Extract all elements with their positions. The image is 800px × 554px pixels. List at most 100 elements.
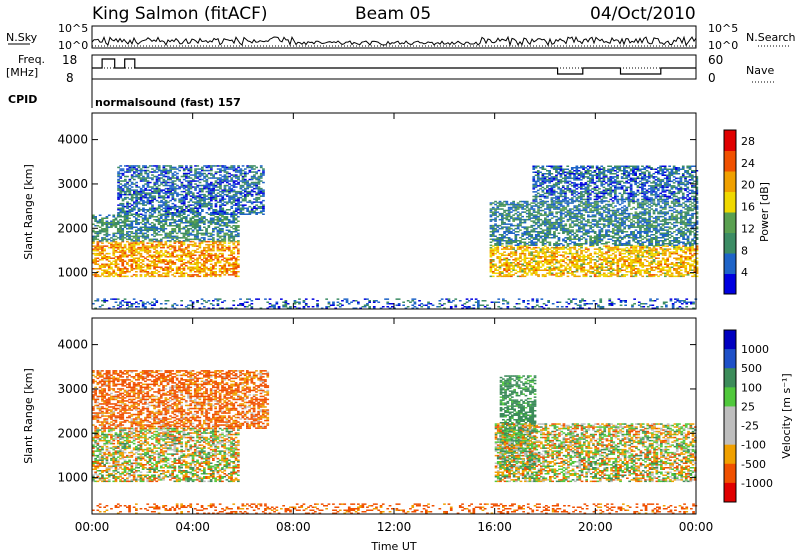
power-cell [262,195,265,197]
power-cell [205,274,208,276]
power-cell [534,243,538,245]
power-cell [643,271,647,273]
power-cell [116,245,120,247]
power-cell [496,208,500,210]
power-cell [605,251,608,253]
power-cell [212,272,215,274]
power-cell [124,165,127,167]
power-cell [191,254,195,256]
power-cell [198,269,202,271]
power-cell [187,214,190,216]
power-cell [248,201,252,203]
power-cell [512,251,515,253]
power-cell [184,219,188,221]
power-cell [151,196,154,199]
power-cell [94,249,97,252]
power-cell [201,166,204,169]
power-cell [534,268,538,270]
power-cell [525,227,529,230]
power-cell [668,275,672,278]
power-cell [661,268,665,270]
power-cell [528,241,531,243]
power-cell [259,174,263,176]
power-cell [203,187,206,190]
power-cell [237,249,240,252]
power-cell [223,217,227,219]
power-cell [223,225,227,227]
power-cell [137,196,141,199]
power-cell [539,237,543,239]
power-cell [684,271,688,273]
power-cell [184,222,188,224]
power-cell [155,175,159,178]
power-cell [196,192,200,194]
power-cell [221,199,225,202]
power-cell [516,206,520,209]
power-cell [96,257,100,259]
power-cell [187,262,190,264]
power-cell [223,234,227,236]
power-cell [636,271,640,273]
power-cell [632,249,635,252]
power-cell [564,266,568,268]
power-cell [193,222,197,224]
power-cell [157,187,161,190]
power-cell [582,262,586,264]
power-cell [155,232,159,235]
power-cell [132,232,136,235]
power-cell [203,266,206,268]
power-cell [528,234,531,236]
power-cell [139,235,143,238]
power-cell [230,271,233,273]
power-cell [159,220,163,222]
power-cell [659,262,663,264]
power-cell [218,252,222,255]
power-cell [144,235,147,238]
power-cell [184,262,188,264]
power-cell [534,234,538,236]
power-cell [128,235,131,238]
power-cell [187,274,190,276]
power-cell [498,268,502,270]
power-cell [175,226,179,228]
power-cell [641,246,645,249]
power-cell [530,251,534,253]
power-cell [212,177,215,179]
power-cell [559,214,563,216]
power-cell [666,271,669,273]
power-cell [209,266,213,268]
power-cell [139,231,143,233]
power-cell [666,265,669,267]
power-cell [221,235,224,238]
power-cell [593,248,597,250]
power-cell [573,238,577,240]
power-cell [227,235,231,238]
power-cell [148,251,152,253]
power-cell [139,171,143,173]
power-cell [253,210,256,212]
power-cell [114,272,118,274]
power-cell [498,260,502,262]
power-cell [196,214,199,216]
power-cell [571,229,574,231]
power-cell [178,272,181,274]
power-cell [566,231,570,233]
power-cell [130,225,134,227]
power-cell [230,222,233,224]
power-cell [494,220,497,222]
power-cell [223,274,227,276]
power-cell [232,217,236,219]
power-cell [689,249,692,252]
power-cell [212,237,215,239]
power-cell [546,229,549,231]
power-cell [564,223,568,225]
power-cell [525,265,529,267]
power-cell [200,268,204,270]
power-cell [609,274,613,276]
power-cell [573,244,577,246]
power-cell [244,196,247,199]
power-cell [600,274,604,276]
power-cell [184,248,188,250]
power-cell [223,257,227,259]
power-cell [593,223,597,225]
